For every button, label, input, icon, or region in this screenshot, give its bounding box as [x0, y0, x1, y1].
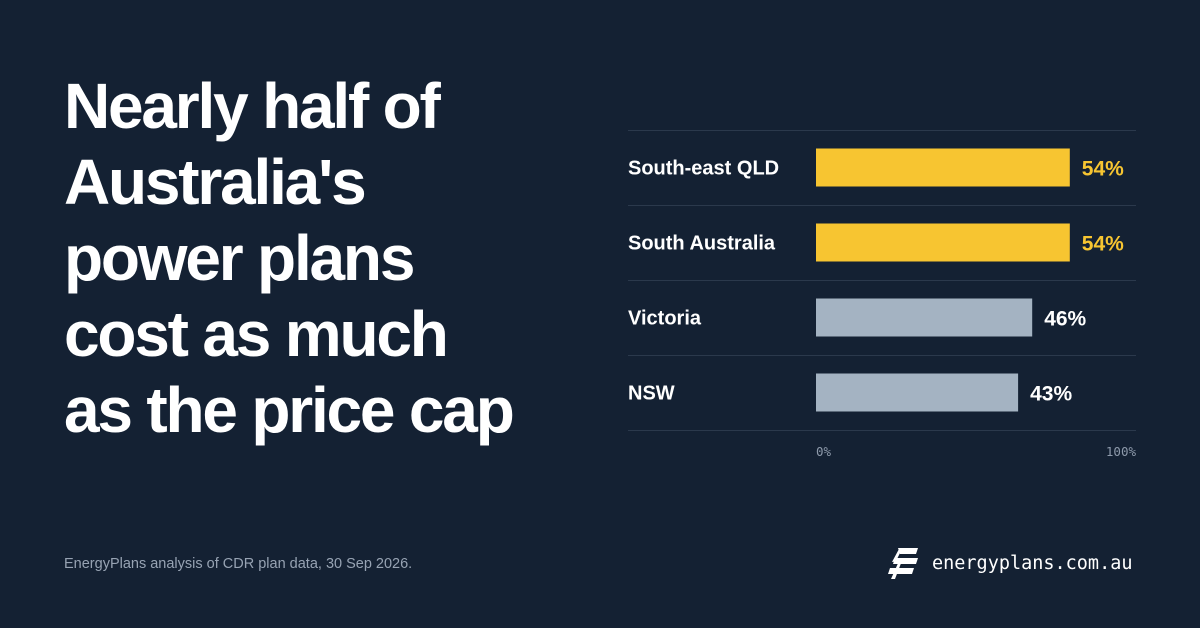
category-label: South Australia — [628, 233, 776, 255]
brand-name: energyplans.com.au — [932, 552, 1133, 574]
headline-line-4: cost as much — [64, 298, 449, 370]
value-label: 54% — [1082, 158, 1124, 181]
headline-line-2: Australia's — [64, 146, 367, 218]
bar-victoria — [816, 298, 1033, 337]
headline: Nearly half of Australia's power plans c… — [64, 68, 564, 448]
brand: energyplans.com.au — [884, 546, 1132, 580]
x-tick-label: 100% — [1106, 444, 1137, 459]
category-label: South-east QLD — [628, 158, 779, 180]
x-tick-label: 0% — [816, 444, 832, 459]
energyplans-logo-icon — [888, 548, 918, 579]
category-label: Victoria — [628, 308, 702, 330]
bar-nsw — [816, 373, 1019, 412]
source-note: EnergyPlans analysis of CDR plan data, 3… — [64, 556, 413, 572]
headline-line-1: Nearly half of — [64, 70, 441, 142]
category-label: NSW — [628, 383, 675, 405]
bar-south-australia — [816, 223, 1070, 262]
bar-south-east-qld — [816, 148, 1070, 187]
headline-line-5: as the price cap — [64, 374, 515, 446]
headline-line-3: power plans — [64, 222, 415, 294]
value-label: 46% — [1044, 308, 1086, 331]
value-label: 43% — [1030, 383, 1072, 406]
value-label: 54% — [1082, 233, 1124, 256]
